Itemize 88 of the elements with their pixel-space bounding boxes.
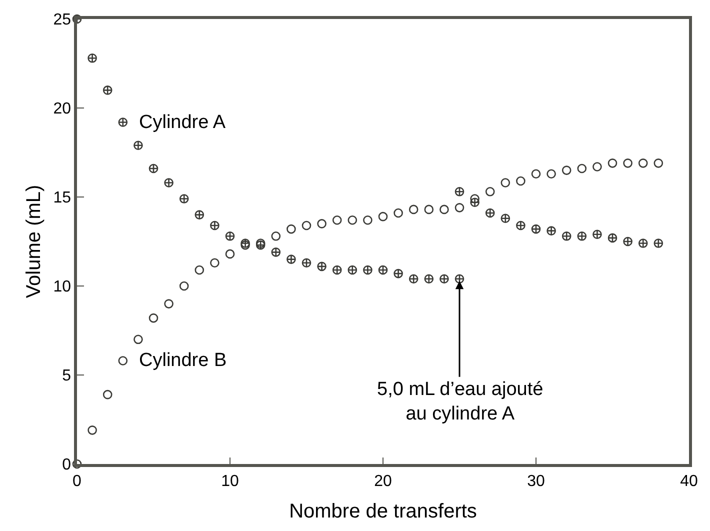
point	[302, 258, 312, 268]
point	[134, 334, 143, 344]
point	[500, 214, 510, 224]
x-tick-label: 40	[680, 472, 698, 490]
point	[454, 187, 464, 196]
point	[454, 203, 464, 212]
point	[317, 219, 326, 228]
point	[394, 208, 403, 218]
y-tick-label: 5	[62, 368, 72, 385]
point	[302, 220, 312, 230]
point	[623, 158, 632, 168]
point	[654, 238, 664, 248]
point	[516, 176, 526, 186]
point	[378, 212, 388, 222]
y-tick-label: 15	[53, 190, 72, 207]
x-axis-title: Nombre de transferts	[289, 500, 477, 522]
point	[363, 265, 372, 275]
point	[179, 194, 189, 204]
x-tick-label: 10	[221, 472, 239, 490]
point	[194, 210, 204, 220]
point	[485, 208, 495, 218]
point	[408, 204, 418, 214]
point	[623, 236, 632, 246]
point	[210, 258, 220, 268]
point	[317, 262, 326, 272]
point	[546, 169, 556, 179]
point	[424, 204, 434, 214]
point	[562, 166, 572, 175]
point	[179, 281, 189, 291]
point	[148, 313, 158, 323]
point	[562, 232, 572, 241]
point	[332, 265, 342, 275]
series-label: Cylindre B	[139, 350, 227, 371]
y-tick-label: 25	[53, 12, 72, 29]
point	[134, 140, 143, 150]
point	[240, 238, 250, 248]
point	[531, 224, 541, 234]
point	[118, 118, 128, 127]
point	[531, 169, 541, 179]
point	[546, 226, 556, 236]
point	[102, 86, 112, 95]
point	[638, 158, 648, 168]
point	[608, 158, 618, 168]
point	[440, 204, 449, 214]
point	[638, 238, 648, 248]
point	[271, 232, 281, 241]
point	[332, 215, 342, 225]
y-axis-title: Volume (mL)	[22, 184, 45, 298]
point	[210, 220, 220, 230]
point	[516, 220, 526, 230]
point	[470, 198, 480, 207]
point	[348, 215, 358, 225]
x-tick-label: 30	[527, 472, 545, 490]
point	[408, 274, 418, 284]
point	[454, 274, 464, 284]
point	[88, 426, 97, 435]
point	[286, 224, 296, 234]
point	[164, 178, 174, 188]
point	[608, 233, 618, 243]
point	[394, 268, 403, 278]
point	[102, 390, 112, 400]
y-tick-label: 0	[62, 456, 72, 474]
x-tick-label: 20	[374, 472, 392, 490]
point	[271, 248, 281, 257]
point	[118, 356, 128, 366]
point	[286, 254, 296, 264]
point	[88, 54, 97, 63]
point	[225, 232, 235, 241]
y-tick-label: 20	[53, 100, 72, 118]
point	[577, 232, 587, 241]
series-label: Cylindre A	[139, 112, 226, 133]
point	[485, 187, 495, 196]
point	[164, 299, 174, 308]
point	[424, 274, 434, 284]
point	[592, 230, 602, 240]
point	[348, 265, 358, 275]
point	[440, 274, 449, 284]
point	[654, 158, 664, 168]
point	[194, 265, 204, 275]
annotation: 5,0 mL d’eau ajouté au cylindre A	[377, 379, 544, 425]
point	[225, 249, 235, 259]
point	[148, 164, 158, 174]
y-tick-label: 10	[53, 278, 72, 296]
point	[363, 215, 372, 225]
point	[592, 162, 602, 172]
point	[577, 164, 587, 174]
point	[500, 178, 510, 188]
point	[378, 265, 388, 275]
